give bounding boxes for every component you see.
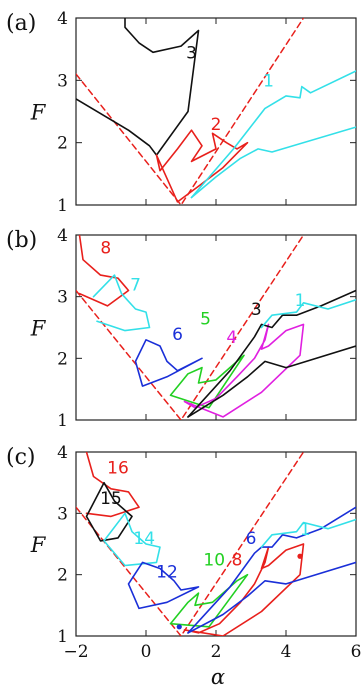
dashed-line-series — [76, 452, 305, 636]
panel-label: (a) — [6, 11, 36, 36]
marker-point — [176, 624, 182, 630]
x-tick-label: 4 — [281, 642, 292, 662]
curve-series-14 — [103, 512, 161, 567]
curve-label: 1 — [300, 520, 311, 540]
curve-label: 3 — [186, 44, 197, 64]
y-tick-label: 2 — [57, 349, 68, 369]
curve-label: 4 — [226, 328, 237, 348]
curve-label: 8 — [232, 550, 243, 570]
curve-series-1 — [260, 299, 356, 329]
curve-series-4 — [183, 323, 305, 418]
y-tick-label: 3 — [57, 504, 68, 524]
curve-label: 12 — [156, 563, 178, 583]
curve-series-8 — [78, 235, 130, 307]
curve-series-16 — [85, 452, 140, 518]
curve-label: 10 — [203, 550, 225, 570]
curve-label: 15 — [100, 489, 122, 509]
panel-label: (b) — [6, 228, 37, 253]
y-tick-label: 1 — [57, 627, 68, 647]
series-group — [76, 452, 356, 636]
curve-label: 5 — [200, 309, 211, 329]
curve-label: 7 — [130, 276, 141, 296]
curve-series-6 — [187, 561, 356, 634]
curve-series-8 — [183, 543, 305, 636]
y-tick-label: 1 — [57, 411, 68, 431]
curve-series-7 — [92, 274, 151, 332]
y-axis-label: F — [30, 533, 47, 557]
curve-label: 1 — [263, 72, 274, 92]
y-tick-label: 3 — [57, 71, 68, 91]
dashed-line-series — [76, 18, 305, 205]
curve-series-6 — [187, 506, 356, 634]
plot-frame — [75, 451, 357, 637]
x-axis-label: α — [211, 665, 225, 689]
curve-series-3 — [187, 345, 356, 418]
marker-point — [297, 553, 303, 559]
y-axis-label: F — [30, 101, 47, 125]
y-axis-label: F — [30, 317, 47, 341]
curve-label: 6 — [246, 529, 257, 549]
panel-label: (c) — [6, 445, 36, 470]
y-tick-label: 4 — [57, 443, 68, 463]
curve-series-10 — [169, 573, 249, 628]
dashed-line-series — [76, 235, 305, 420]
x-tick-label: 0 — [141, 642, 152, 662]
chart-panel: 1 2 3 4 F (a) 3 2 1 — [6, 9, 357, 216]
series-group — [76, 235, 356, 420]
curve-label: 8 — [100, 239, 111, 259]
curve-series-3 — [76, 18, 200, 156]
curve-label: 3 — [251, 300, 262, 320]
curve-label: 2 — [211, 115, 222, 135]
curve-series-1 — [190, 126, 356, 199]
curve-label: 16 — [107, 458, 129, 478]
x-tick-label: 6 — [351, 642, 361, 662]
curve-label: 14 — [133, 529, 155, 549]
curve-series-1 — [260, 518, 356, 548]
curve-series-15 — [85, 481, 133, 542]
y-tick-label: 3 — [57, 288, 68, 308]
x-tick-label: −2 — [63, 642, 88, 662]
curve-series-3 — [187, 289, 356, 418]
curve-series-6 — [134, 339, 203, 387]
y-tick-label: 2 — [57, 566, 68, 586]
y-tick-label: 4 — [57, 9, 68, 29]
curve-label: 1 — [295, 291, 306, 311]
y-tick-label: 4 — [57, 226, 68, 246]
x-tick-label: 2 — [211, 642, 222, 662]
curve-label: 6 — [172, 325, 183, 345]
y-tick-label: 1 — [57, 196, 68, 216]
curve-series-1 — [190, 70, 356, 199]
series-group — [76, 18, 356, 205]
curve-series-5 — [169, 354, 245, 409]
y-tick-label: 2 — [57, 134, 68, 154]
curve-series-12 — [127, 561, 200, 610]
